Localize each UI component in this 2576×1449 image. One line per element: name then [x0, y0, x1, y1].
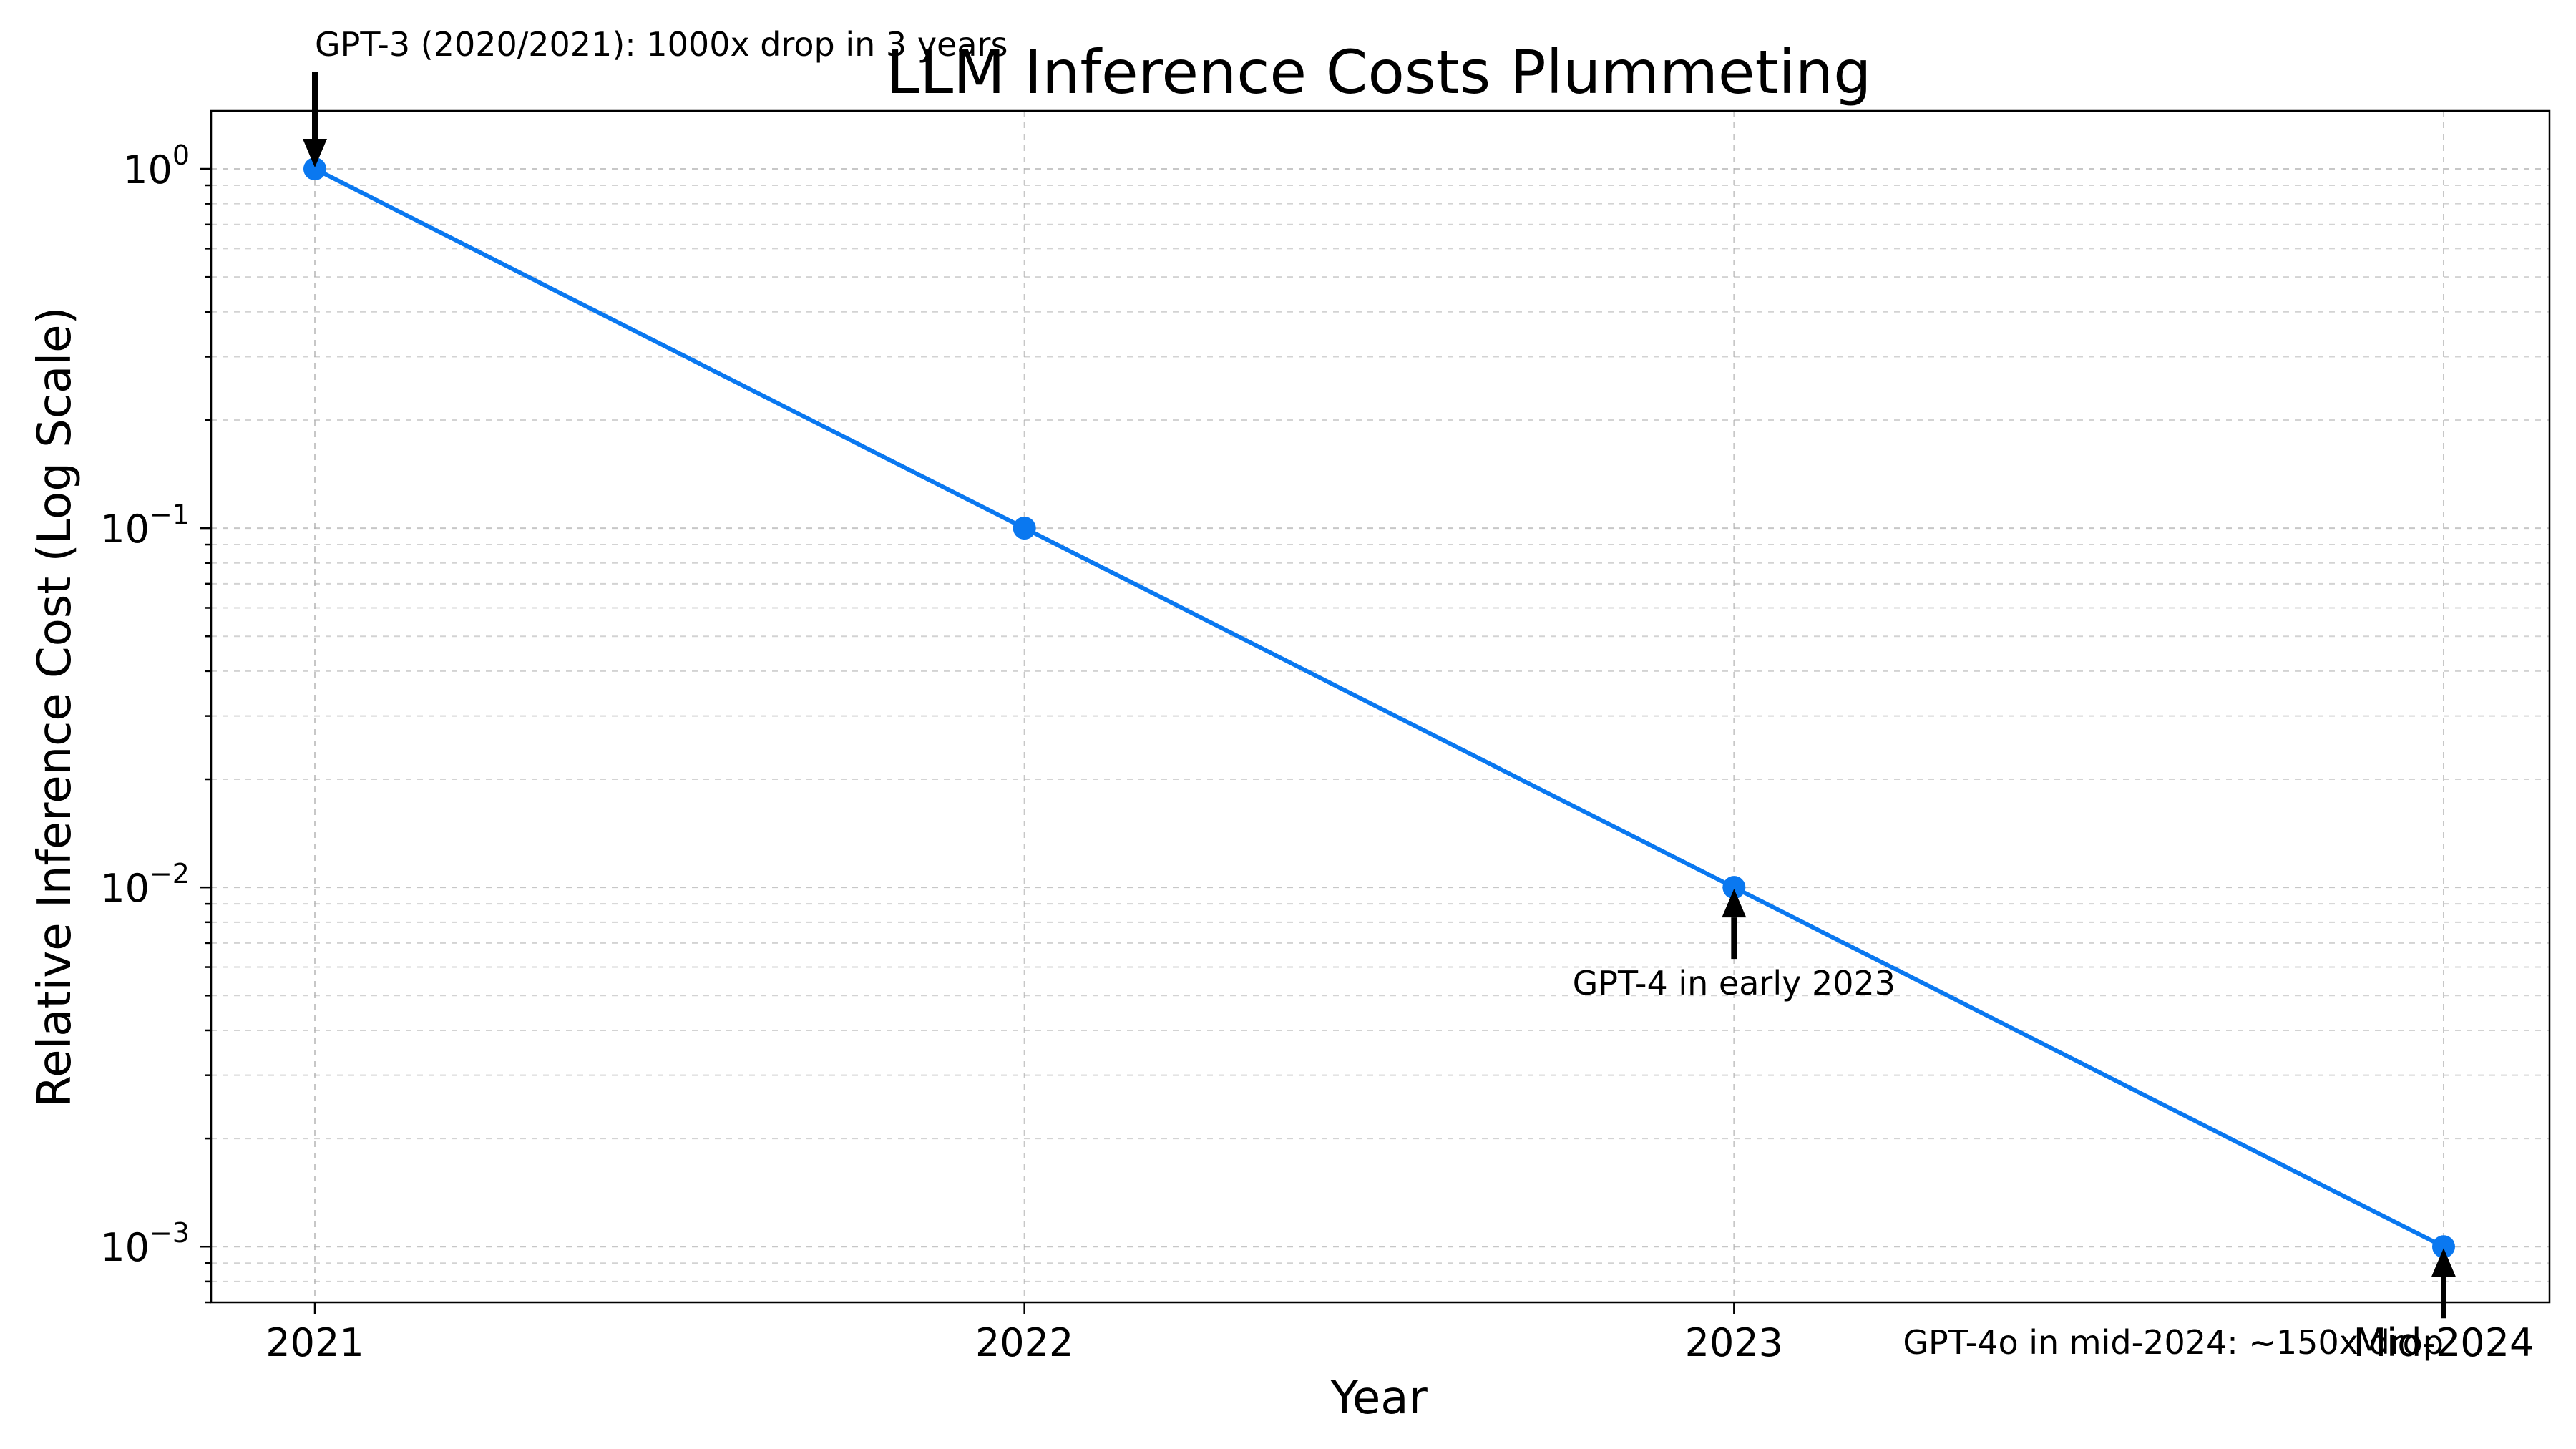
- annotations-layer: GPT-3 (2020/2021): 1000x drop in 3 years…: [303, 25, 2456, 1362]
- x-tick-label: Mid-2024: [2353, 1320, 2534, 1365]
- y-axis-label: Relative Inference Cost (Log Scale): [29, 307, 82, 1108]
- annotation-gpt3-arrow-head: [303, 139, 327, 168]
- x-tick-label: 2022: [975, 1320, 1073, 1365]
- axes-layer: 100 10−1 10−2 10−3 2021 2022 2023 Mid-2024: [100, 109, 2551, 1365]
- x-tick-label: 2021: [265, 1320, 364, 1365]
- annotation-gpt4: GPT-4 in early 2023: [1573, 964, 1896, 1002]
- data-point: [303, 157, 326, 181]
- chart-title: LLM Inference Costs Plummeting: [887, 37, 1872, 107]
- series-line: [313, 167, 2445, 1249]
- y-tick-label: 100: [123, 140, 190, 192]
- annotation-gpt4o: GPT-4o in mid-2024: ~150x drop: [1903, 1323, 2444, 1362]
- data-point: [1013, 517, 1036, 540]
- y-tick-label: 10−1: [100, 499, 190, 552]
- y-tick-label: 10−2: [100, 858, 190, 911]
- annotation-gpt4o-arrow-head: [2431, 1248, 2456, 1277]
- x-axis-label: Year: [1330, 1372, 1428, 1425]
- annotation-gpt3: GPT-3 (2020/2021): 1000x drop in 3 years: [315, 25, 1008, 64]
- data-point: [1722, 876, 1746, 899]
- y-tick-label: 10−3: [100, 1217, 190, 1270]
- grid: [211, 111, 2550, 1303]
- axes-frame: [210, 109, 2551, 1304]
- x-tick-label: 2023: [1685, 1320, 1783, 1365]
- data-point: [2432, 1235, 2455, 1259]
- series-layer: [303, 157, 2455, 1259]
- annotation-gpt4-arrow-head: [1722, 889, 1747, 918]
